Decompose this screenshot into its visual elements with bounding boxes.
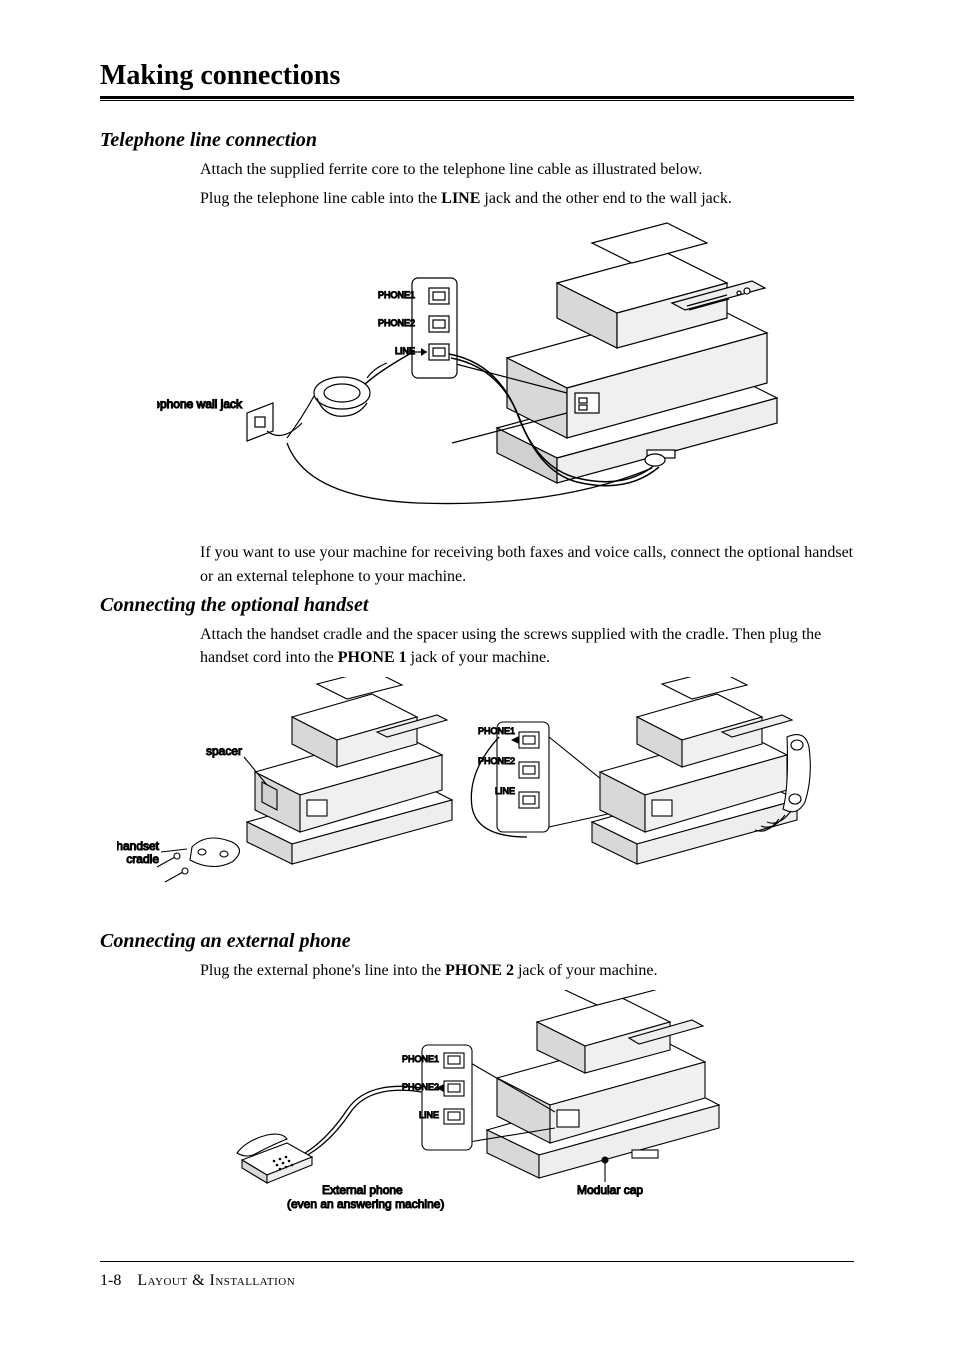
- spacer-label: spacer: [206, 744, 242, 758]
- section3-p1c: jack of your machine.: [514, 962, 658, 979]
- section1-p2b: LINE: [441, 190, 480, 207]
- section2-p1: Attach the handset cradle and the spacer…: [200, 623, 854, 669]
- diagram-optional-handset: spacer handset cradle: [117, 677, 837, 912]
- section1-p2c: jack and the other end to the wall jack.: [480, 190, 731, 207]
- section1-p1: Attach the supplied ferrite core to the …: [200, 158, 854, 181]
- section2-p1c: jack of your machine.: [407, 649, 551, 666]
- section3-heading: Connecting an external phone: [100, 930, 854, 953]
- section3-p1: Plug the external phone's line into the …: [200, 959, 854, 982]
- port-label-phone2: PHONE2: [378, 318, 415, 328]
- s2-port-line: LINE: [495, 786, 515, 796]
- section3-p1a: Plug the external phone's line into the: [200, 962, 445, 979]
- port-label-phone1: PHONE1: [378, 290, 415, 300]
- ext-phone-label-l2: (even an answering machine): [287, 1197, 444, 1211]
- diagram-external-phone: Modular cap PHONE1 PHONE2 LINE: [157, 990, 797, 1215]
- section1-p2: Plug the telephone line cable into the L…: [200, 187, 854, 210]
- footer-page-number: 1-8: [100, 1272, 121, 1289]
- modular-cap-label: Modular cap: [577, 1183, 643, 1197]
- section1-p2a: Plug the telephone line cable into the: [200, 190, 441, 207]
- section1-p3: If you want to use your machine for rece…: [200, 541, 854, 587]
- ext-phone-label-l1: External phone: [322, 1183, 403, 1197]
- title-rule: [100, 96, 854, 101]
- s3-port-phone1: PHONE1: [402, 1054, 439, 1064]
- handset-cradle-label-l1: handset: [117, 839, 160, 853]
- wall-jack-label: Telephone wall jack: [157, 397, 243, 411]
- footer-section-name: Layout & Installation: [137, 1272, 295, 1289]
- s3-port-line: LINE: [419, 1110, 439, 1120]
- section3-p1b: PHONE 2: [445, 962, 514, 979]
- section1-heading: Telephone line connection: [100, 129, 854, 152]
- section2-p1b: PHONE 1: [338, 649, 407, 666]
- section2-heading: Connecting the optional handset: [100, 594, 854, 617]
- page-title: Making connections: [100, 60, 854, 92]
- footer-rule: [100, 1261, 854, 1262]
- handset-cradle-label-l2: cradle: [126, 852, 159, 866]
- s2-port-phone1: PHONE1: [478, 726, 515, 736]
- port-label-line: LINE: [395, 346, 415, 356]
- diagram-telephone-line: PHONE1 PHONE2 LINE Telephone wall jack: [157, 218, 797, 523]
- page-footer: 1-8 Layout & Installation: [100, 1261, 854, 1290]
